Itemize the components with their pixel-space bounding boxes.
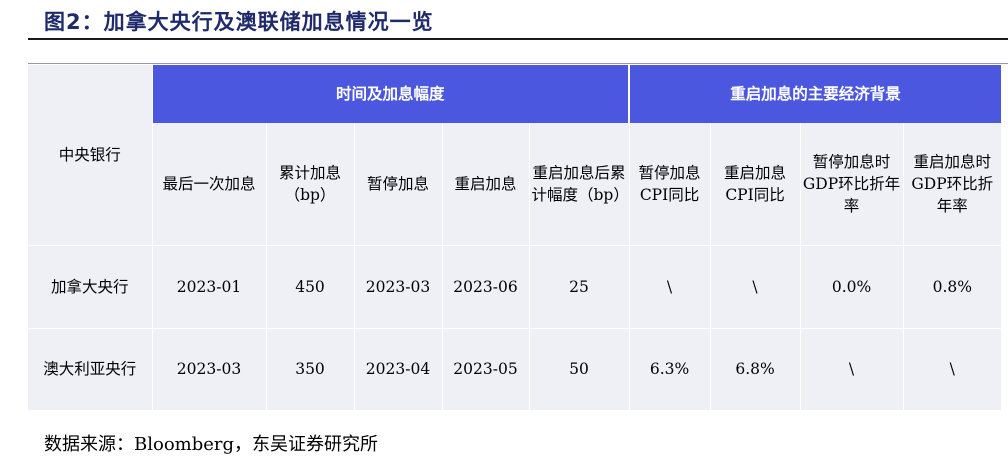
table-cell: 450	[266, 245, 355, 329]
title-underline	[28, 38, 1008, 40]
table-cell: 2023-03	[354, 245, 443, 329]
col-header: 暂停加息时GDP环比折年率	[800, 123, 904, 246]
table-cell: 0.0%	[800, 245, 904, 329]
group-header-background: 重启加息的主要经济背景	[629, 65, 1002, 123]
table-cell: 6.8%	[710, 328, 801, 411]
col-header: 暂停加息CPI同比	[629, 123, 711, 246]
col-header: 最后一次加息	[152, 123, 267, 246]
table-cell: 350	[266, 328, 355, 411]
figure-title: 图2：加拿大央行及澳联储加息情况一览	[44, 10, 434, 34]
col-header: 累计加息（bp）	[266, 123, 355, 246]
table-cell: \	[800, 328, 904, 411]
table-cell: 2023-03	[152, 328, 267, 411]
table-cell: 2023-01	[152, 245, 267, 329]
col-header: 暂停加息	[354, 123, 443, 246]
col-header: 重启加息时GDP环比折年率	[903, 123, 1002, 246]
bank-cell: 澳大利亚央行	[28, 328, 153, 411]
table-cell: 2023-06	[442, 245, 530, 329]
table-cell: 0.8%	[903, 245, 1002, 329]
rate-hike-table: 中央银行 时间及加息幅度 重启加息的主要经济背景 最后一次加息 累计加息（bp）…	[28, 65, 1002, 411]
col-header: 重启加息后累计幅度（bp）	[529, 123, 630, 246]
source-note: 数据来源：Bloomberg，东吴证券研究所	[44, 434, 379, 455]
table-cell: 25	[529, 245, 630, 329]
table-cell: \	[903, 328, 1002, 411]
table-cell: 6.3%	[629, 328, 711, 411]
table-row: 加拿大央行 2023-01 450 2023-03 2023-06 25 \ \…	[28, 245, 1002, 329]
table-row: 澳大利亚央行 2023-03 350 2023-04 2023-05 50 6.…	[28, 328, 1002, 411]
col-header: 重启加息	[442, 123, 530, 246]
table-cell: 2023-05	[442, 328, 530, 411]
group-header-timing: 时间及加息幅度	[152, 65, 631, 123]
table-cell: \	[710, 245, 801, 329]
table-cell: 2023-04	[354, 328, 443, 411]
table-cell: 50	[529, 328, 630, 411]
table-top-rule	[28, 63, 1008, 64]
col-header: 重启加息CPI同比	[710, 123, 801, 246]
bank-column-header: 中央银行	[28, 65, 153, 246]
bank-cell: 加拿大央行	[28, 245, 153, 329]
table-cell: \	[629, 245, 711, 329]
